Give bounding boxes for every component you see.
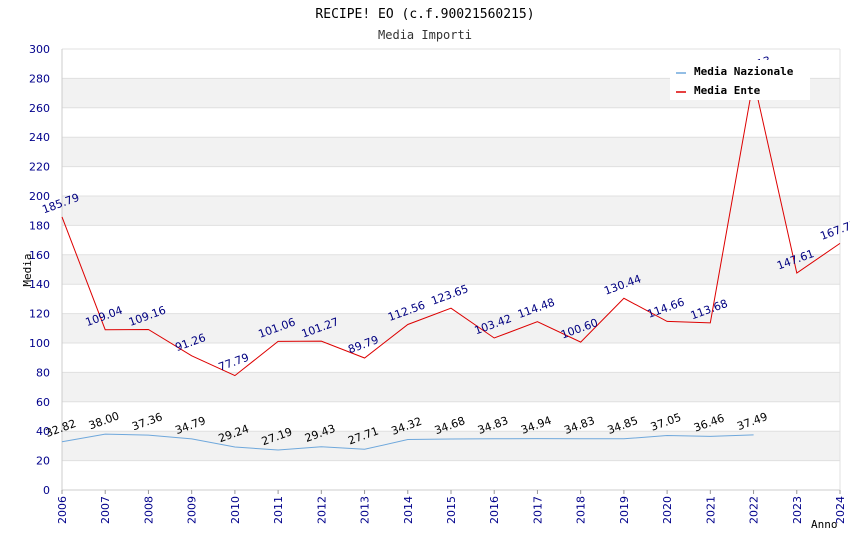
y-tick-label: 20 xyxy=(36,455,50,468)
x-tick-label: 2009 xyxy=(186,496,199,524)
x-tick-label: 2013 xyxy=(359,496,372,524)
gridlines xyxy=(61,48,841,491)
y-axis-ticks: 0 20 40 60 80 100 120 140 160 180 200 220 240 260 280 3… xyxy=(29,43,50,497)
series-line-media-ente xyxy=(61,79,841,377)
y-tick-label: 260 xyxy=(29,102,50,115)
band xyxy=(62,313,840,343)
x-tick-label: 2024 xyxy=(834,496,847,524)
legend-label-media-ente: Media Ente xyxy=(694,84,761,97)
y-tick-label: 140 xyxy=(29,278,50,291)
x-tick-label: 2020 xyxy=(661,496,674,524)
chart-subtitle: Media Importi xyxy=(378,28,472,42)
x-tick-label: 2023 xyxy=(791,496,804,524)
y-axis-label: Media xyxy=(21,253,34,286)
y-tick-label: 300 xyxy=(29,43,50,56)
x-tick-label: 2014 xyxy=(402,496,415,524)
band xyxy=(62,137,840,167)
x-axis-ticks: 2006 2007 2008 2009 2010 2011 2012 2013 2014 2015… xyxy=(56,490,847,524)
band xyxy=(62,254,840,285)
y-tick-label: 40 xyxy=(36,425,50,438)
series-lines xyxy=(61,79,841,451)
band xyxy=(62,196,840,226)
y-tick-label: 80 xyxy=(36,366,50,379)
y-tick-label: 180 xyxy=(29,219,50,232)
y-tick-label: 160 xyxy=(29,249,50,262)
band xyxy=(62,372,840,402)
x-tick-label: 2017 xyxy=(531,496,544,524)
y-tick-label: 120 xyxy=(29,308,50,321)
x-tick-label: 2011 xyxy=(272,496,285,524)
x-tick-label: 2010 xyxy=(229,496,242,524)
data-label: 37.05 xyxy=(649,411,683,434)
x-tick-label: 2022 xyxy=(748,496,761,524)
y-tick-label: 60 xyxy=(36,396,50,409)
x-tick-label: 2019 xyxy=(618,496,631,524)
data-label: 38.00 xyxy=(87,409,121,432)
x-tick-label: 2006 xyxy=(56,496,69,524)
x-tick-label: 2015 xyxy=(445,496,458,524)
x-tick-label: 2021 xyxy=(704,496,717,524)
series-line-media-nazionale xyxy=(61,433,754,451)
x-tick-label: 2012 xyxy=(315,496,328,524)
x-tick-label: 2016 xyxy=(488,496,501,524)
plot-background-bands xyxy=(62,78,840,461)
legend-label-media-nazionale: Media Nazionale xyxy=(694,65,794,78)
data-label: 123.65 xyxy=(429,282,470,307)
x-tick-label: 2008 xyxy=(142,496,155,524)
data-label: 77.79 xyxy=(217,351,251,374)
y-tick-label: 280 xyxy=(29,72,50,85)
y-tick-label: 200 xyxy=(29,190,50,203)
y-tick-label: 220 xyxy=(29,161,50,174)
data-label: 37.36 xyxy=(130,410,164,433)
chart-title: RECIPE! EO (c.f.90021560215) xyxy=(315,7,534,22)
legend-box xyxy=(670,60,810,100)
x-tick-label: 2018 xyxy=(575,496,588,524)
y-tick-label: 0 xyxy=(43,484,50,497)
y-tick-label: 100 xyxy=(29,337,50,350)
y-tick-label: 240 xyxy=(29,131,50,144)
x-tick-label: 2007 xyxy=(99,496,112,524)
data-label: 37.49 xyxy=(735,410,769,433)
legend: Media Nazionale Media Ente xyxy=(670,60,810,100)
x-axis-label: Anno xyxy=(811,518,838,531)
